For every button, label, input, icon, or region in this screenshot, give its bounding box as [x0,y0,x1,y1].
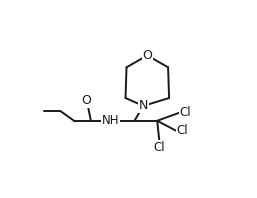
Text: N: N [139,99,148,112]
Text: O: O [142,49,152,62]
Text: Cl: Cl [179,106,191,119]
Text: Cl: Cl [153,141,165,154]
Text: O: O [81,94,91,108]
Text: NH: NH [102,114,120,127]
Text: Cl: Cl [176,124,188,137]
